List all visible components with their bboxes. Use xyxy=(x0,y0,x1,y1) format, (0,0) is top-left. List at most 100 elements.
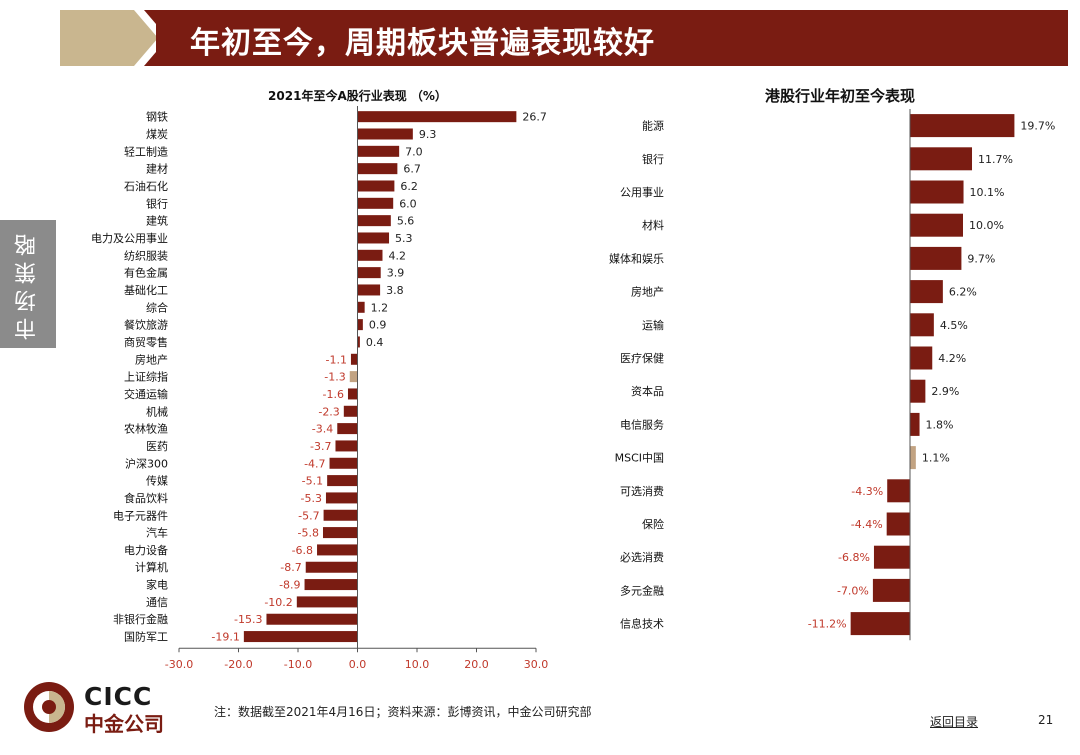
category-label: 保险 xyxy=(642,517,664,531)
bar xyxy=(305,561,358,573)
bar xyxy=(304,579,358,591)
data-label: -3.7 xyxy=(310,440,331,453)
category-label: 钢铁 xyxy=(146,111,168,124)
bar xyxy=(887,479,910,503)
category-label: 计算机 xyxy=(135,560,168,574)
data-label: 0.9 xyxy=(369,319,387,332)
back-to-contents-link[interactable]: 返回目录 xyxy=(930,715,979,729)
category-label: 多元金融 xyxy=(620,583,664,597)
category-label: 沪深300 xyxy=(125,456,168,470)
category-label: 建筑 xyxy=(146,214,168,228)
data-label: 26.7 xyxy=(522,111,547,124)
category-label: 公用事业 xyxy=(620,186,664,199)
category-label: 汽车 xyxy=(146,526,168,540)
bar xyxy=(325,492,358,504)
category-label: 农林牧渔 xyxy=(124,422,168,436)
bar xyxy=(266,613,358,625)
data-label: 1.1% xyxy=(922,452,950,465)
cicc-logo: CICC 中金公司 xyxy=(22,680,202,736)
bar xyxy=(357,232,390,244)
category-label: 银行 xyxy=(146,196,168,210)
category-label: 医疗保健 xyxy=(620,351,664,365)
bar xyxy=(357,163,398,175)
bar xyxy=(910,213,963,237)
category-label: 煤炭 xyxy=(146,128,168,141)
category-label: 银行 xyxy=(642,152,664,166)
category-label: 轻工制造 xyxy=(124,144,168,158)
bar xyxy=(873,545,910,569)
bar xyxy=(910,246,962,270)
data-label: -10.2 xyxy=(264,596,292,609)
category-label: 综合 xyxy=(146,300,168,314)
bar xyxy=(357,128,413,140)
data-label: -1.3 xyxy=(324,371,345,384)
category-label: 资本品 xyxy=(631,384,664,398)
data-label: -5.8 xyxy=(298,527,319,540)
data-label: 1.8% xyxy=(926,418,954,431)
data-label: -8.9 xyxy=(279,579,300,592)
bar xyxy=(910,147,973,171)
category-label: 非银行金融 xyxy=(113,612,168,626)
section-tab-label: 市场策略 xyxy=(15,228,40,340)
category-label: 国防军工 xyxy=(124,630,168,644)
category-label: 必选消费 xyxy=(620,550,664,564)
bar xyxy=(357,319,363,331)
category-label: 建材 xyxy=(146,162,168,176)
logo-text-cn: 中金公司 xyxy=(84,712,164,736)
data-label: 6.7 xyxy=(403,163,421,176)
data-label: 6.2% xyxy=(949,286,977,299)
category-label: 电力及公用事业 xyxy=(91,232,168,245)
category-label: 石油石化 xyxy=(124,179,168,193)
category-label: 通信 xyxy=(146,596,168,609)
category-label: 电信服务 xyxy=(620,418,664,431)
bar xyxy=(337,423,358,435)
data-label: 9.7% xyxy=(967,252,995,265)
bar xyxy=(910,379,926,403)
bar xyxy=(322,527,358,539)
data-label: -5.3 xyxy=(300,492,321,505)
cicc-logo-icon xyxy=(24,682,74,732)
bar xyxy=(357,180,395,192)
x-tick-label: 20.0 xyxy=(464,658,489,671)
bar xyxy=(357,284,381,296)
x-tick-label: -10.0 xyxy=(284,658,312,671)
page-number: 21 xyxy=(1038,713,1054,727)
data-label: -6.8 xyxy=(292,544,313,557)
data-label: -8.7 xyxy=(280,561,301,574)
data-label: 4.5% xyxy=(940,319,968,332)
data-label: 5.6 xyxy=(397,215,415,228)
category-label: 电子元器件 xyxy=(113,509,168,522)
data-label: -7.0% xyxy=(837,584,869,597)
bar xyxy=(910,313,934,337)
data-label: 5.3 xyxy=(395,232,413,245)
bar xyxy=(357,197,394,209)
section-tab[interactable]: 市场策略 xyxy=(0,220,56,348)
bar xyxy=(357,336,360,348)
x-tick-label: 0.0 xyxy=(349,658,367,671)
category-label: 家电 xyxy=(146,578,168,592)
category-label: 传媒 xyxy=(146,475,168,488)
data-label: -15.3 xyxy=(234,613,262,626)
data-label: 1.2 xyxy=(371,301,389,314)
data-label: -3.4 xyxy=(312,423,333,436)
x-tick-label: -20.0 xyxy=(224,658,252,671)
bar xyxy=(872,578,910,602)
data-label: -4.4% xyxy=(851,518,883,531)
category-label: 房地产 xyxy=(135,352,168,366)
bar xyxy=(357,215,391,227)
bar xyxy=(323,509,358,521)
bar xyxy=(327,475,358,487)
data-label: -2.3 xyxy=(318,405,339,418)
bar xyxy=(910,114,1015,138)
bar xyxy=(357,267,381,279)
x-tick-label: -30.0 xyxy=(165,658,193,671)
data-label: 4.2 xyxy=(388,249,406,262)
category-label: 信息技术 xyxy=(620,617,664,631)
bar xyxy=(349,371,358,383)
title-band-chevron xyxy=(60,10,170,66)
source-footnote: 注：数据截至2021年4月16日；资料来源：彭博资讯，中金公司研究部 xyxy=(214,705,592,719)
data-label: 3.9 xyxy=(387,267,405,280)
data-label: -4.3% xyxy=(851,485,883,498)
data-label: 19.7% xyxy=(1020,120,1055,133)
